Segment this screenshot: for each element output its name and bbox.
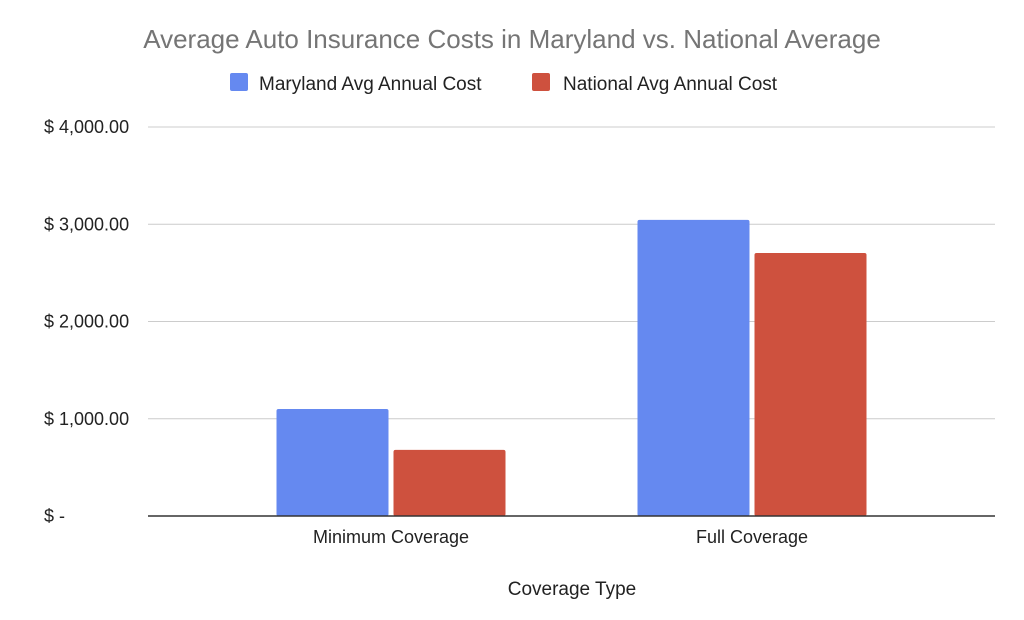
legend-label-maryland: Maryland Avg Annual Cost [259, 74, 482, 95]
y-tick-label: $ 1,000.00 [44, 409, 129, 429]
legend: Maryland Avg Annual Cost National Avg An… [230, 73, 778, 95]
chart-title: Average Auto Insurance Costs in Maryland… [143, 24, 881, 54]
gridlines [148, 126, 995, 420]
legend-swatch-maryland [230, 73, 248, 91]
y-tick-label: $ 3,000.00 [44, 214, 129, 234]
y-tick-label: $ - [44, 506, 65, 526]
x-tick-label: Minimum Coverage [313, 527, 469, 547]
bar-maryland-full [637, 219, 750, 516]
y-tick-label: $ 2,000.00 [44, 312, 129, 332]
x-tick-label: Full Coverage [696, 527, 808, 547]
y-tick-label: $ 4,000.00 [44, 117, 129, 137]
legend-swatch-national [532, 73, 550, 91]
bar-national-full [754, 252, 867, 516]
bar-maryland-minimum [276, 409, 389, 516]
x-axis-title: Coverage Type [508, 579, 637, 600]
bars [276, 219, 867, 516]
y-axis-tick-labels: $ - $ 1,000.00 $ 2,000.00 $ 3,000.00 $ 4,000… [44, 117, 129, 526]
x-axis-tick-labels: Minimum Coverage Full Coverage [313, 527, 808, 547]
legend-label-national: National Avg Annual Cost [563, 74, 778, 95]
bar-national-minimum [393, 449, 506, 516]
